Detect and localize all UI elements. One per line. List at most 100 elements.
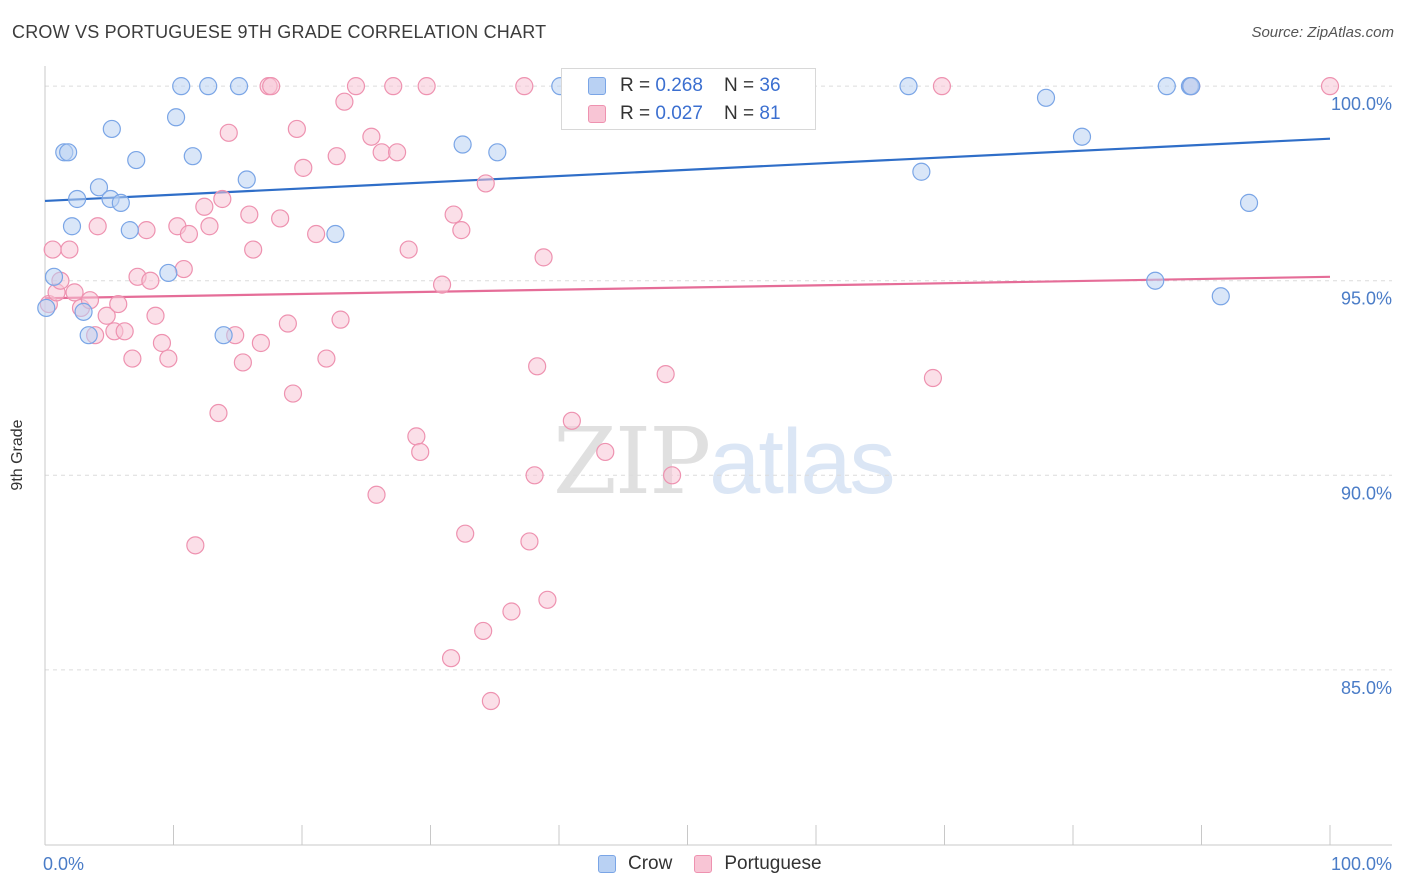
crow-stats: R = 0.268 N = 36 [620, 75, 781, 97]
portuguese-point [294, 158, 313, 177]
crow-trend-line [44, 137, 1331, 203]
trend-layer [44, 137, 1331, 300]
portuguese-point [387, 143, 407, 162]
portuguese-point [213, 189, 232, 209]
portuguese-point [278, 314, 297, 333]
portuguese-point [441, 649, 461, 668]
crow-point [199, 77, 218, 96]
stats-legend: R = 0.268 N = 36 R = 0.027 N = 81 [561, 68, 816, 130]
label-layer: 100.0% 95.0% 90.0% 85.0% 0.0% 100.0% [43, 94, 1392, 874]
crow-point [1072, 127, 1092, 146]
portuguese-point [159, 349, 178, 368]
crow-point [1146, 271, 1165, 290]
portuguese-point [262, 77, 281, 96]
portuguese-legend-label: Portuguese [724, 853, 822, 874]
portuguese-point [481, 691, 500, 711]
portuguese-stats: R = 0.027 N = 81 [620, 103, 781, 125]
crow-point [488, 143, 507, 162]
portuguese-point [452, 221, 471, 240]
portuguese-r-value: 0.027 [655, 103, 703, 124]
portuguese-point [186, 536, 205, 555]
portuguese-point [932, 77, 952, 96]
portuguese-r-label: R = [620, 103, 656, 124]
portuguese-point [367, 485, 386, 504]
crow-point [326, 224, 345, 244]
portuguese-point [307, 224, 326, 244]
portuguese-point [146, 306, 165, 325]
crow-point [44, 267, 64, 286]
crow-point [59, 143, 78, 162]
crow-n-label: N = [724, 75, 760, 96]
portuguese-point [209, 403, 228, 423]
legend-item-crow[interactable]: Crow [598, 853, 672, 875]
crow-r-label: R = [620, 75, 656, 96]
portuguese-point [115, 322, 134, 341]
portuguese-point [502, 602, 521, 621]
portuguese-point [362, 127, 381, 146]
portuguese-point [444, 205, 463, 224]
crow-point [1036, 88, 1056, 107]
legend-item-portuguese[interactable]: Portuguese [694, 853, 822, 875]
portuguese-point [271, 209, 290, 228]
crow-point [62, 217, 82, 236]
portuguese-point [240, 205, 259, 224]
crow-point [899, 77, 918, 96]
crow-point [237, 170, 256, 189]
portuguese-point [65, 283, 84, 302]
crow-point [229, 77, 249, 96]
crow-point [912, 162, 931, 181]
portuguese-point [335, 92, 354, 111]
point-layer [37, 77, 1340, 711]
y-tick-label: 100.0% [1331, 94, 1392, 114]
portuguese-point [417, 77, 436, 96]
crow-point [1211, 287, 1230, 306]
crow-point [89, 178, 109, 197]
crow-point [79, 326, 98, 345]
portuguese-point [219, 123, 238, 142]
crow-point [120, 221, 139, 240]
portuguese-point [534, 248, 553, 267]
portuguese-point [317, 349, 336, 368]
portuguese-point [407, 427, 426, 446]
x-tick-label-min: 0.0% [43, 854, 84, 874]
portuguese-point [662, 466, 682, 485]
crow-point [37, 298, 56, 318]
chart-title: CROW VS PORTUGUESE 9TH GRADE CORRELATION… [12, 22, 547, 42]
portuguese-point [432, 275, 452, 294]
crow-legend-label: Crow [628, 853, 673, 874]
portuguese-point [399, 240, 418, 259]
portuguese-point [538, 590, 557, 609]
portuguese-point [179, 224, 199, 244]
crow-point [453, 135, 472, 154]
portuguese-point [384, 77, 403, 96]
x-tick-label-max: 100.0% [1331, 854, 1392, 874]
portuguese-point [520, 532, 539, 551]
portuguese-point [476, 174, 495, 193]
crow-point [1239, 193, 1259, 212]
portuguese-trend-line [44, 275, 1331, 300]
crow-swatch [588, 77, 606, 95]
portuguese-point [251, 333, 270, 353]
portuguese-n-value: 81 [759, 103, 781, 124]
portuguese-point [346, 77, 366, 96]
crow-point [159, 263, 178, 283]
portuguese-point [456, 524, 475, 543]
crow-n-value: 36 [759, 75, 781, 96]
crow-point [111, 193, 130, 212]
portuguese-point [1320, 77, 1340, 96]
portuguese-point [287, 119, 306, 139]
portuguese-point [411, 442, 430, 462]
crow-point [127, 150, 146, 170]
portuguese-point [525, 466, 544, 485]
portuguese-point [174, 259, 193, 279]
portuguese-point [195, 197, 214, 216]
portuguese-point [123, 349, 142, 368]
portuguese-point [244, 240, 263, 259]
crow-point [102, 119, 121, 139]
portuguese-point [200, 217, 219, 236]
y-tick-label: 85.0% [1341, 678, 1392, 698]
source-label: Source: ZipAtlas.com [1251, 24, 1394, 41]
crow-point [172, 77, 191, 96]
series-legend: Crow Portuguese [598, 852, 844, 876]
